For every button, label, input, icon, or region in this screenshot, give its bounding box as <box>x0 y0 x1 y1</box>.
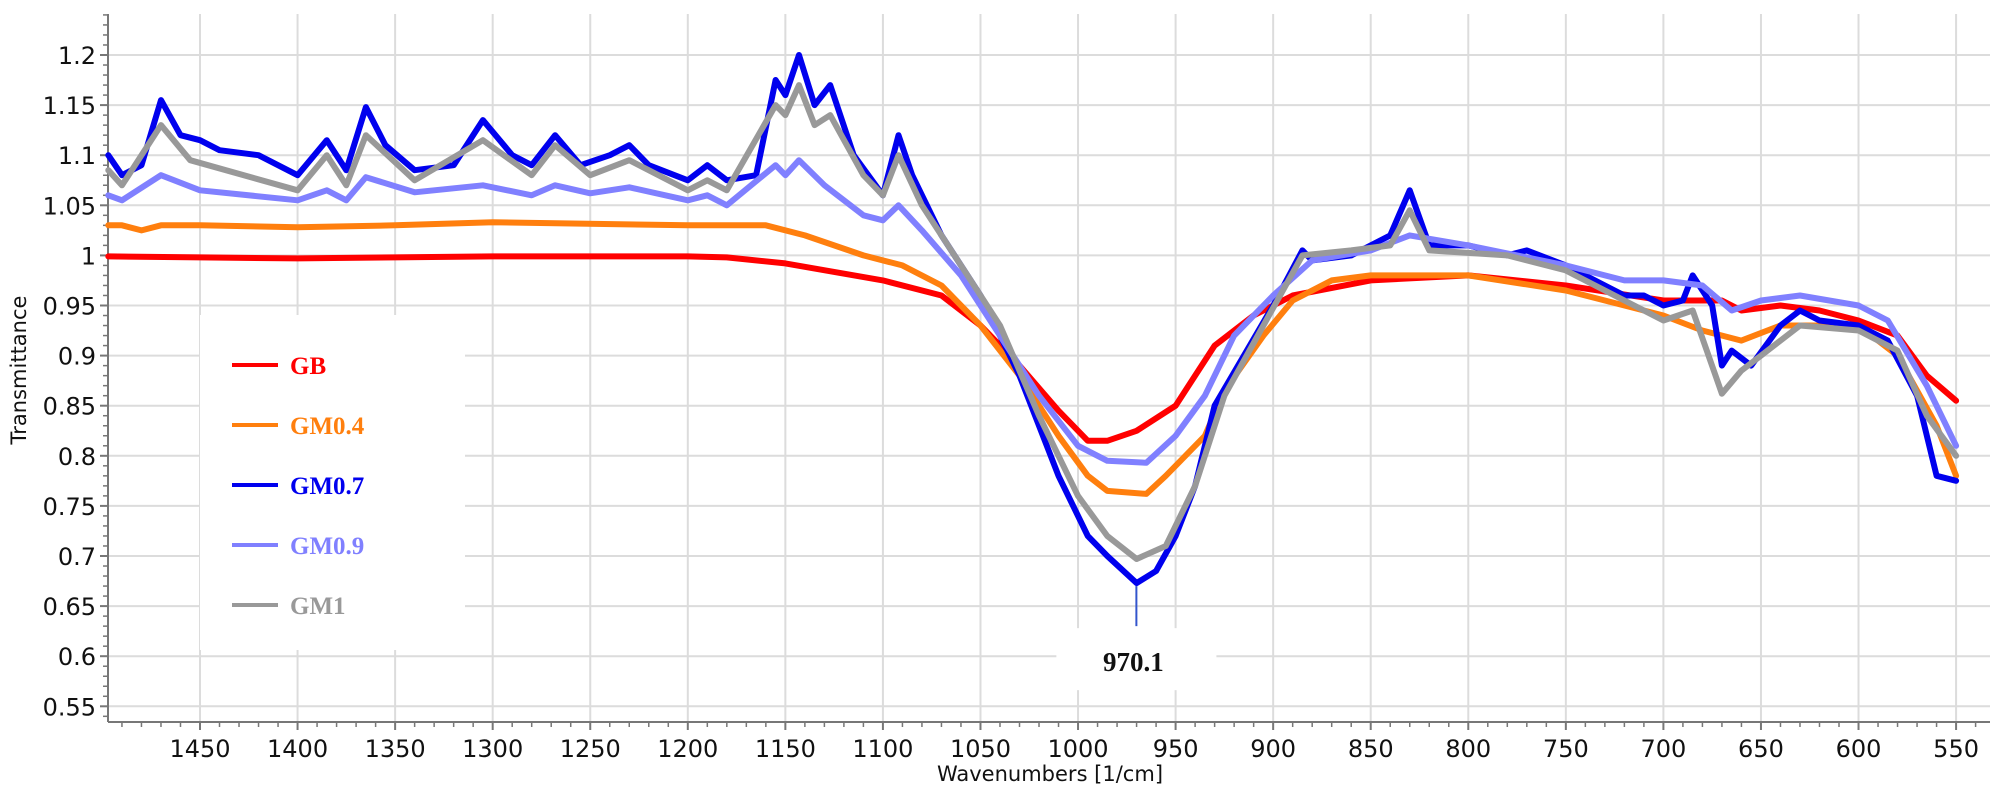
x-tick-label: 550 <box>1933 735 1979 763</box>
x-tick-label: 1450 <box>169 735 230 763</box>
y-tick-label: 0.8 <box>58 443 96 471</box>
axes: 1450 1400 1350 1300 1250 1200 1150 1100 1050 1000… <box>43 14 1990 763</box>
x-tick-label: 1350 <box>365 735 426 763</box>
legend-label: GM0.9 <box>290 533 364 560</box>
y-tick-label: 1.1 <box>58 142 96 170</box>
y-tick-label: 0.9 <box>58 343 96 371</box>
x-tick-label: 1150 <box>755 735 816 763</box>
x-tick-label: 750 <box>1543 735 1589 763</box>
x-tick-label: 900 <box>1250 735 1296 763</box>
series-line-gm0-9 <box>105 157 1960 466</box>
y-tick-label: 1 <box>81 242 96 270</box>
x-tick-label: 1100 <box>852 735 913 763</box>
x-tick-label: 1200 <box>657 735 718 763</box>
y-tick-label: 0.65 <box>43 593 96 621</box>
y-tick-label: 0.75 <box>43 493 96 521</box>
annotation-label: 970.1 <box>1103 647 1164 677</box>
x-tick-label: 600 <box>1836 735 1882 763</box>
x-tick-label: 1300 <box>462 735 523 763</box>
y-tick-label: 0.95 <box>43 293 96 321</box>
x-tick-label: 800 <box>1445 735 1491 763</box>
y-tick-label: 0.6 <box>58 643 96 671</box>
x-tick-label: 1050 <box>950 735 1011 763</box>
series-line-gm1 <box>105 82 1960 562</box>
x-tick-label: 1250 <box>560 735 621 763</box>
legend-box <box>200 315 465 650</box>
y-tick-label: 0.7 <box>58 543 96 571</box>
series-lines <box>105 52 1960 587</box>
x-tick-label: 1000 <box>1048 735 1109 763</box>
x-tick-label: 700 <box>1640 735 1686 763</box>
legend-label: GM1 <box>290 593 346 620</box>
y-tick-label: 1.2 <box>58 42 96 70</box>
x-tick-label: 850 <box>1348 735 1394 763</box>
annotation-box <box>1056 628 1217 691</box>
y-axis-label: Transmittance <box>7 296 31 446</box>
legend-label: GM0.7 <box>290 473 364 500</box>
legend-label: GB <box>290 353 326 380</box>
y-tick-label: 1.15 <box>43 92 96 120</box>
y-tick-label: 1.05 <box>43 192 96 220</box>
y-tick-label: 0.85 <box>43 393 96 421</box>
x-tick-label: 1400 <box>267 735 328 763</box>
peak-annotation: 970.1 <box>1056 586 1217 691</box>
y-tick-label: 0.55 <box>43 693 96 721</box>
legend: GB GM0.4 GM0.7 GM0.9 GM1 <box>200 315 465 650</box>
legend-label: GM0.4 <box>290 413 365 440</box>
series-line-gb <box>105 253 1960 444</box>
x-tick-label: 950 <box>1153 735 1199 763</box>
x-tick-label: 650 <box>1738 735 1784 763</box>
x-axis-label: Wavenumbers [1/cm] <box>937 762 1163 786</box>
